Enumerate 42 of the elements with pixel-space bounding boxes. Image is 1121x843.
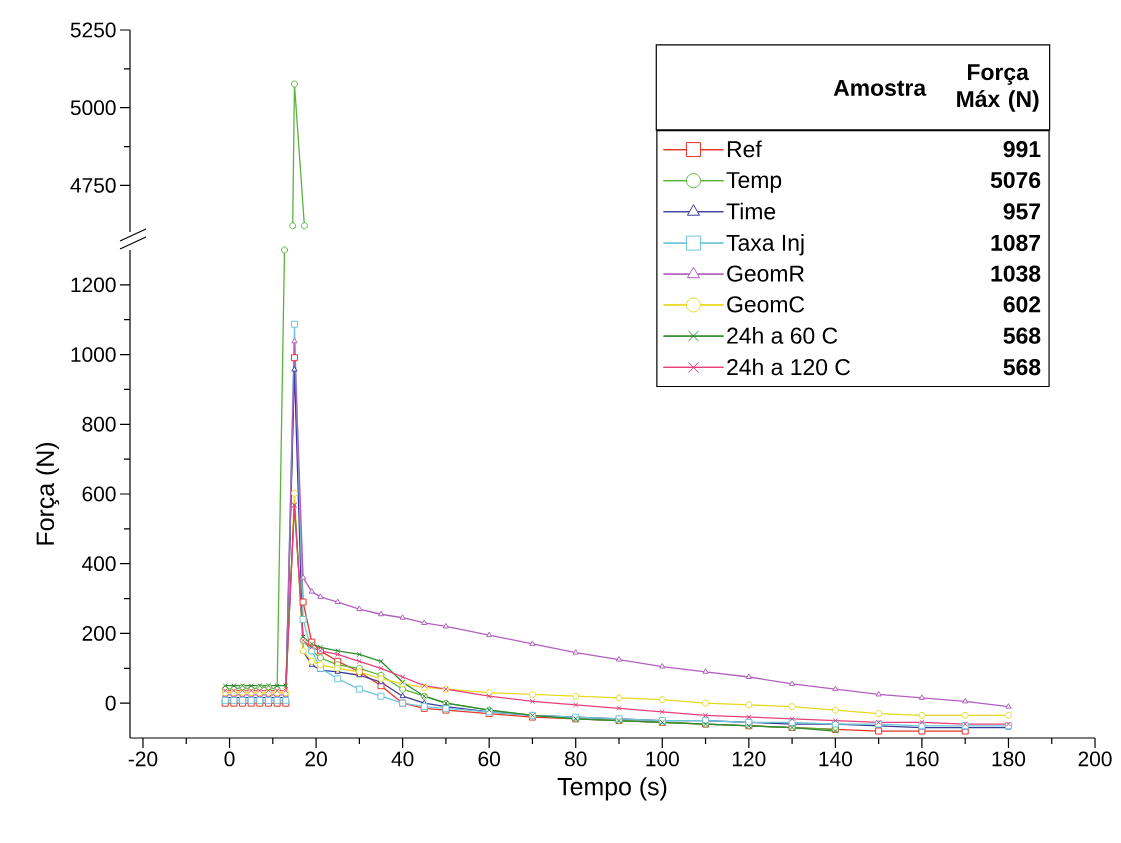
x-tick-label: 40 [391,751,414,767]
x-tick-label: 200 [1078,751,1112,767]
annotation: 602 [1003,296,1041,313]
x-tick-label: 60 [478,751,500,767]
y-tick-label: 4750 [70,177,116,193]
legend-label: Time [726,202,776,220]
x-tick-label: 100 [646,751,679,767]
y-tick-label: 200 [82,626,116,641]
x-tick-label: 160 [906,751,939,767]
annotation: 957 [1003,203,1041,220]
annotation: 568 [1003,327,1041,344]
annotation: 1038 [991,265,1041,282]
y-tick-label: 800 [82,416,116,432]
annotation: 5076 [990,171,1041,189]
x-tick-label: 0 [224,751,235,767]
annotation: 1087 [991,234,1041,251]
y-tick-label: 5000 [70,100,116,116]
y-tick-label: 400 [82,556,116,572]
y-tick-label: 1000 [71,347,116,362]
annotation: 568 [1003,358,1041,376]
legend-label: 24h a 120 C [727,358,851,376]
legend-label: GeomR [727,265,804,282]
annotation: 991 [1003,141,1041,158]
y-axis-title: Força (N) [35,442,60,545]
x-tick-label: 180 [992,751,1026,767]
y-tick-label: 0 [105,695,116,711]
annotation: Força Máx (N) [957,64,1039,112]
y-tick-label: 1200 [71,277,116,293]
x-tick-label: 80 [564,751,587,767]
legend-label: GeomC [727,296,805,313]
legend-label: Temp [726,172,782,193]
x-tick-label: 120 [732,751,766,767]
y-tick-label: 600 [82,486,116,502]
x-tick-label: 140 [819,751,852,767]
legend-title: Amostra [833,79,927,96]
y-tick-label: 5250 [70,22,116,38]
x-axis-title: Tempo (s) [557,777,667,801]
legend-label: Taxa Inj [726,234,804,256]
legend-label: Ref [727,140,762,158]
x-tick-label: -20 [128,751,158,767]
legend-label: 24h a 60 C [727,327,838,344]
x-tick-label: 20 [305,751,327,767]
